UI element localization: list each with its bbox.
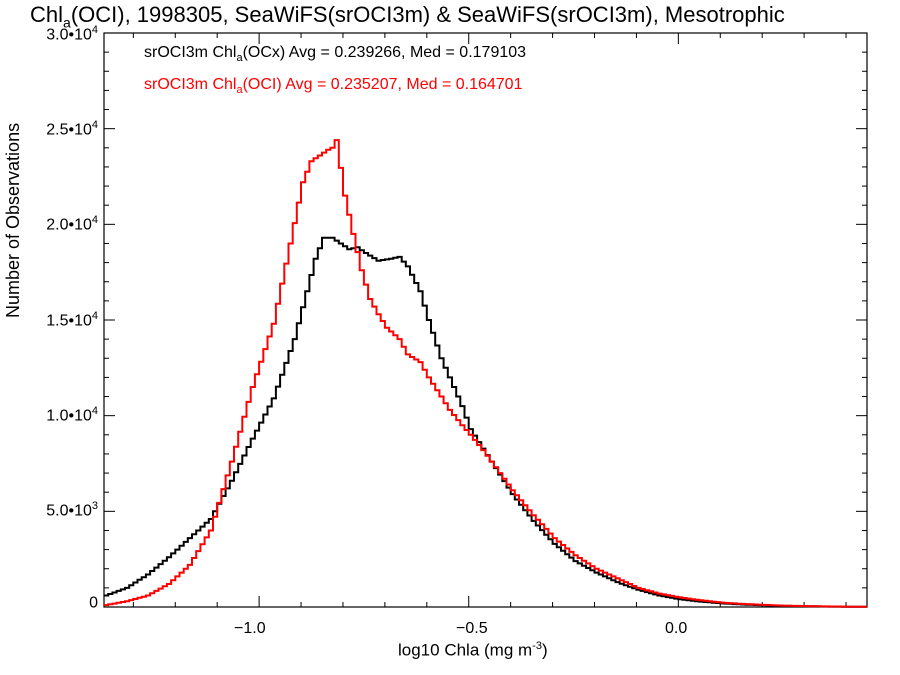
y-tick-label: 5.0•103 — [46, 500, 98, 520]
series-line-oci — [104, 139, 867, 608]
series-line-ocx — [104, 236, 867, 608]
series-layer — [104, 139, 867, 608]
y-tick-label: 3.0•104 — [46, 24, 98, 44]
x-tick-label: 0.0 — [665, 620, 688, 637]
legend-entry-ocx: srOCI3m Chla(OCx) Avg = 0.239266, Med = … — [144, 44, 527, 65]
y-tick-label: 0 — [89, 594, 98, 612]
x-axis-label: log10 Chla (mg m-3) — [398, 640, 548, 660]
chart-title: Chla(OCI), 1998305, SeaWiFS(srOCI3m) & S… — [30, 2, 785, 31]
legend-entry-oci: srOCI3m Chla(OCI) Avg = 0.235207, Med = … — [144, 76, 523, 97]
tick-marks — [104, 32, 867, 608]
y-tick-label: 2.5•104 — [46, 119, 98, 139]
x-tick-label: −1.0 — [234, 620, 266, 637]
plot-frame — [103, 32, 868, 608]
y-tick-label: 1.5•104 — [46, 310, 98, 330]
y-tick-label: 2.0•104 — [46, 214, 98, 234]
y-tick-label: 1.0•104 — [46, 405, 98, 425]
x-tick-label: −0.5 — [456, 620, 488, 637]
